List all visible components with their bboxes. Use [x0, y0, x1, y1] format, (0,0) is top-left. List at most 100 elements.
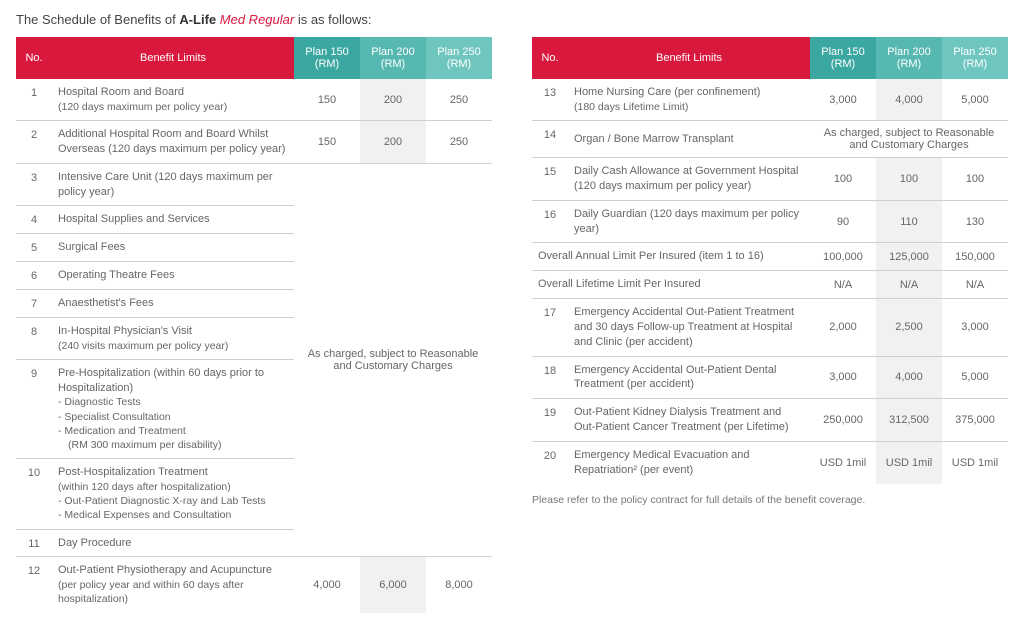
benefit-sub: (120 days maximum per policy year)	[58, 100, 288, 114]
row-no: 14	[532, 121, 568, 158]
row-p3: 375,000	[942, 399, 1008, 442]
row-benefit: Home Nursing Care (per confinement)(180 …	[568, 79, 810, 121]
row-no: 1	[16, 79, 52, 121]
row-benefit: Out-Patient Kidney Dialysis Treatment an…	[568, 399, 810, 442]
benefit-sub: (per policy year and within 60 days afte…	[58, 578, 288, 606]
row-no: 15	[532, 158, 568, 201]
table-row: 18 Emergency Accidental Out-Patient Dent…	[532, 356, 1008, 399]
benefit-text: In-Hospital Physician's Visit	[58, 325, 192, 337]
benefit-sub: (240 visits maximum per policy year)	[58, 339, 288, 353]
row-p3: 130	[942, 200, 1008, 243]
row-p1: 150	[294, 121, 360, 164]
table-header-row: No. Benefit Limits Plan 150 (RM) Plan 20…	[16, 37, 492, 79]
row-p2: 312,500	[876, 399, 942, 442]
table-row: 3 Intensive Care Unit (120 days maximum …	[16, 163, 492, 206]
left-table-wrap: No. Benefit Limits Plan 150 (RM) Plan 20…	[16, 37, 492, 613]
row-p2: 100	[876, 158, 942, 201]
row-p1: 250,000	[810, 399, 876, 442]
row-p3: 5,000	[942, 79, 1008, 121]
header-plan200: Plan 200 (RM)	[876, 37, 942, 79]
row-p3: 5,000	[942, 356, 1008, 399]
row-p3: 150,000	[942, 243, 1008, 271]
right-table-wrap: No. Benefit Limits Plan 150 (RM) Plan 20…	[532, 37, 1008, 506]
row-no: 16	[532, 200, 568, 243]
row-benefit: Overall Annual Limit Per Insured (item 1…	[532, 243, 810, 271]
benefit-sub: - Specialist Consultation	[58, 410, 288, 424]
header-plan150: Plan 150 (RM)	[810, 37, 876, 79]
row-benefit: Hospital Supplies and Services	[52, 206, 294, 234]
row-p2: N/A	[876, 271, 942, 299]
row-no: 10	[16, 459, 52, 529]
row-no: 3	[16, 163, 52, 206]
benefit-text: Hospital Room and Board	[58, 86, 184, 98]
benefit-sub: - Diagnostic Tests	[58, 395, 288, 409]
row-p3: 3,000	[942, 299, 1008, 357]
row-p3: N/A	[942, 271, 1008, 299]
benefit-text: Post-Hospitalization Treatment	[58, 466, 208, 478]
row-benefit: Emergency Accidental Out-Patient Dental …	[568, 356, 810, 399]
table-row: 13 Home Nursing Care (per confinement)(1…	[532, 79, 1008, 121]
row-p1: N/A	[810, 271, 876, 299]
row-benefit: Operating Theatre Fees	[52, 262, 294, 290]
header-plan150: Plan 150 (RM)	[294, 37, 360, 79]
row-benefit: Organ / Bone Marrow Transplant	[568, 121, 810, 158]
table-row: 1 Hospital Room and Board (120 days maxim…	[16, 79, 492, 121]
row-benefit: Emergency Accidental Out-Patient Treatme…	[568, 299, 810, 357]
row-p3: 250	[426, 121, 492, 164]
header-plan250: Plan 250 (RM)	[426, 37, 492, 79]
title-med: Med Regular	[220, 12, 294, 27]
table-header-row: No. Benefit Limits Plan 150 (RM) Plan 20…	[532, 37, 1008, 79]
row-no: 17	[532, 299, 568, 357]
row-p1: 3,000	[810, 356, 876, 399]
page-title: The Schedule of Benefits of A-Life Med R…	[16, 12, 1008, 27]
row-benefit: Out-Patient Physiotherapy and Acupunctur…	[52, 557, 294, 613]
benefits-table-left: No. Benefit Limits Plan 150 (RM) Plan 20…	[16, 37, 492, 613]
row-benefit: Daily Cash Allowance at Government Hospi…	[568, 158, 810, 201]
row-p1: 4,000	[294, 557, 360, 613]
row-benefit: Post-Hospitalization Treatment (within 1…	[52, 459, 294, 529]
row-benefit: Anaesthetist's Fees	[52, 289, 294, 317]
row-benefit: Day Procedure	[52, 529, 294, 557]
row-p3: 100	[942, 158, 1008, 201]
merged-as-charged: As charged, subject to Reasonable and Cu…	[810, 121, 1008, 158]
row-p2: 4,000	[876, 79, 942, 121]
row-benefit: Additional Hospital Room and Board Whils…	[52, 121, 294, 164]
header-benefit: Benefit Limits	[52, 37, 294, 79]
row-no: 5	[16, 234, 52, 262]
row-p2: 110	[876, 200, 942, 243]
row-benefit: Emergency Medical Evacuation and Repatri…	[568, 441, 810, 483]
title-suffix: is as follows:	[294, 12, 371, 27]
benefits-table-right: No. Benefit Limits Plan 150 (RM) Plan 20…	[532, 37, 1008, 484]
row-p2: USD 1mil	[876, 441, 942, 483]
row-benefit: Overall Lifetime Limit Per Insured	[532, 271, 810, 299]
summary-row-lifetime: Overall Lifetime Limit Per Insured N/A N…	[532, 271, 1008, 299]
row-benefit: Intensive Care Unit (120 days maximum pe…	[52, 163, 294, 206]
row-p2: 4,000	[876, 356, 942, 399]
row-benefit: Pre-Hospitalization (within 60 days prio…	[52, 359, 294, 458]
merged-as-charged: As charged, subject to Reasonable and Cu…	[294, 163, 492, 557]
benefit-sub: (within 120 days after hospitalization)	[58, 480, 288, 494]
table-row: 2 Additional Hospital Room and Board Whi…	[16, 121, 492, 164]
row-p1: USD 1mil	[810, 441, 876, 483]
row-no: 11	[16, 529, 52, 557]
table-row: 16 Daily Guardian (120 days maximum per …	[532, 200, 1008, 243]
row-no: 12	[16, 557, 52, 613]
row-no: 20	[532, 441, 568, 483]
header-no: No.	[532, 37, 568, 79]
row-p1: 2,000	[810, 299, 876, 357]
header-no: No.	[16, 37, 52, 79]
row-p3: USD 1mil	[942, 441, 1008, 483]
row-benefit: In-Hospital Physician's Visit (240 visits…	[52, 317, 294, 359]
benefit-sub: - Medication and Treatment	[58, 424, 288, 438]
row-no: 9	[16, 359, 52, 458]
row-benefit: Surgical Fees	[52, 234, 294, 262]
benefit-sub: (RM 300 maximum per disability)	[58, 438, 288, 452]
row-p3: 8,000	[426, 557, 492, 613]
row-no: 8	[16, 317, 52, 359]
row-p2: 2,500	[876, 299, 942, 357]
row-p2: 200	[360, 121, 426, 164]
header-plan200: Plan 200 (RM)	[360, 37, 426, 79]
row-no: 19	[532, 399, 568, 442]
row-no: 6	[16, 262, 52, 290]
footnote: Please refer to the policy contract for …	[532, 494, 1008, 506]
